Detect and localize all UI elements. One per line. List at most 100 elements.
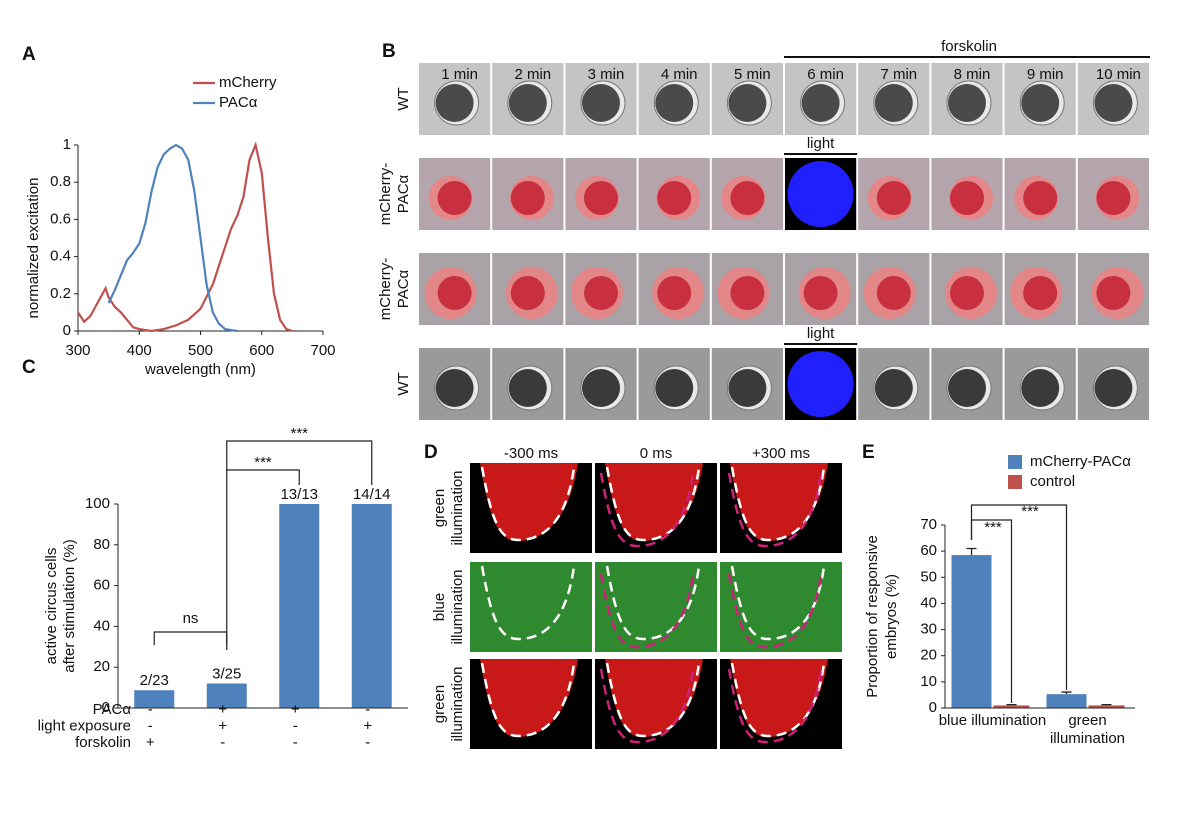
annotation: ***: [984, 519, 1002, 536]
light-label: light: [807, 135, 835, 152]
row-label: PACα: [395, 174, 412, 213]
time-label: 10 min: [1096, 66, 1141, 83]
y-tick-label: 70: [920, 516, 937, 533]
condition-sign: -: [293, 734, 298, 751]
condition-sign: -: [148, 717, 153, 734]
condition-name: light exposure: [38, 717, 131, 734]
cell: [657, 276, 692, 310]
panel-label: C: [22, 357, 36, 378]
panel-label: E: [862, 442, 875, 463]
error-bar: [1061, 691, 1072, 695]
row-label: illumination: [449, 470, 466, 545]
condition-sign: -: [293, 717, 298, 734]
legend-label: mCherry: [219, 74, 277, 91]
cell: [730, 276, 765, 310]
condition-sign: +: [146, 734, 155, 751]
cell: [728, 84, 767, 122]
cell: [1021, 369, 1060, 407]
condition-sign: +: [291, 701, 300, 718]
value-label: 13/13: [280, 486, 318, 503]
cell: [948, 84, 986, 122]
y-tick-label: 0.4: [50, 248, 71, 265]
outline-current: [727, 668, 823, 744]
time-label: 8 min: [954, 66, 991, 83]
cell: [1094, 84, 1133, 122]
condition-sign: +: [218, 701, 227, 718]
condition-sign: -: [148, 701, 153, 718]
series-line: [77, 141, 293, 333]
cell: [876, 276, 911, 310]
significance-bracket: [226, 440, 373, 485]
cell: [1021, 84, 1060, 122]
outline-reference: [480, 662, 576, 738]
y-tick-label: 1: [63, 136, 71, 153]
time-label: 3 min: [588, 66, 625, 83]
cell: [437, 181, 472, 215]
cell: [1094, 369, 1133, 407]
y-tick-label: 0.8: [50, 173, 71, 190]
row-label: blue: [431, 593, 448, 621]
time-label: 9 min: [1027, 66, 1064, 83]
row-label: WT: [395, 372, 412, 395]
legend-label: control: [1030, 473, 1075, 490]
y-tick-label: 0: [63, 322, 71, 339]
y-tick-label: 20: [93, 658, 110, 675]
y-axis-label: Proportion of responsive: [864, 535, 881, 698]
condition-name: forskolin: [75, 734, 131, 751]
annotation: ***: [290, 425, 308, 442]
legend-label: mCherry-PACα: [1030, 453, 1131, 470]
x-tick-label-box: blue illumination: [939, 712, 1047, 729]
cell: [435, 84, 474, 122]
cell: [510, 276, 545, 310]
cell: [655, 84, 694, 122]
outline-reference: [605, 466, 701, 542]
cell: [584, 276, 618, 310]
bar: [279, 504, 320, 708]
light-label: light: [807, 325, 835, 342]
outline-reference: [730, 662, 826, 738]
time-label: 1 min: [441, 66, 478, 83]
condition-name: PACα: [93, 701, 132, 718]
outline-current: [599, 472, 695, 548]
condition-sign: +: [218, 717, 227, 734]
condition-sign: -: [365, 701, 370, 718]
y-tick-label: 100: [85, 495, 110, 512]
outline-current: [599, 573, 695, 649]
time-label: 2 min: [514, 66, 551, 83]
time-label: -300 ms: [504, 445, 558, 462]
time-label: 7 min: [880, 66, 917, 83]
panel-label: B: [382, 41, 396, 62]
value-label: 14/14: [353, 486, 391, 503]
y-axis-label: embryos (%): [883, 574, 900, 659]
x-tick-label: 300: [65, 342, 90, 359]
bar: [1046, 694, 1087, 708]
y-tick-label: 40: [93, 617, 110, 634]
cell: [874, 369, 913, 407]
x-axis-label: wavelength (nm): [144, 361, 256, 378]
bar: [134, 690, 175, 708]
bar: [993, 705, 1030, 708]
outline-current: [727, 472, 823, 548]
y-axis-label: normalized excitation: [25, 178, 42, 319]
y-tick-label: 50: [920, 568, 937, 585]
y-tick-label: 80: [93, 536, 110, 553]
error-bar: [1006, 703, 1017, 706]
cell: [582, 84, 620, 122]
row-label: green: [431, 489, 448, 527]
value-label: 3/25: [212, 665, 241, 682]
cell: [1023, 276, 1058, 310]
cell: [876, 181, 911, 215]
x-tick-label: 600: [249, 342, 274, 359]
outline-reference: [480, 565, 576, 641]
x-tick-label: 400: [127, 342, 152, 359]
y-tick-label: 0: [929, 699, 937, 716]
panel-label: D: [424, 442, 438, 463]
annotation: ***: [1021, 503, 1039, 520]
y-tick-label: 10: [920, 673, 937, 690]
cell: [1023, 181, 1058, 215]
x-tick-label: 500: [188, 342, 213, 359]
cell: [657, 181, 692, 215]
condition-sign: +: [363, 717, 372, 734]
cell: [508, 84, 547, 122]
